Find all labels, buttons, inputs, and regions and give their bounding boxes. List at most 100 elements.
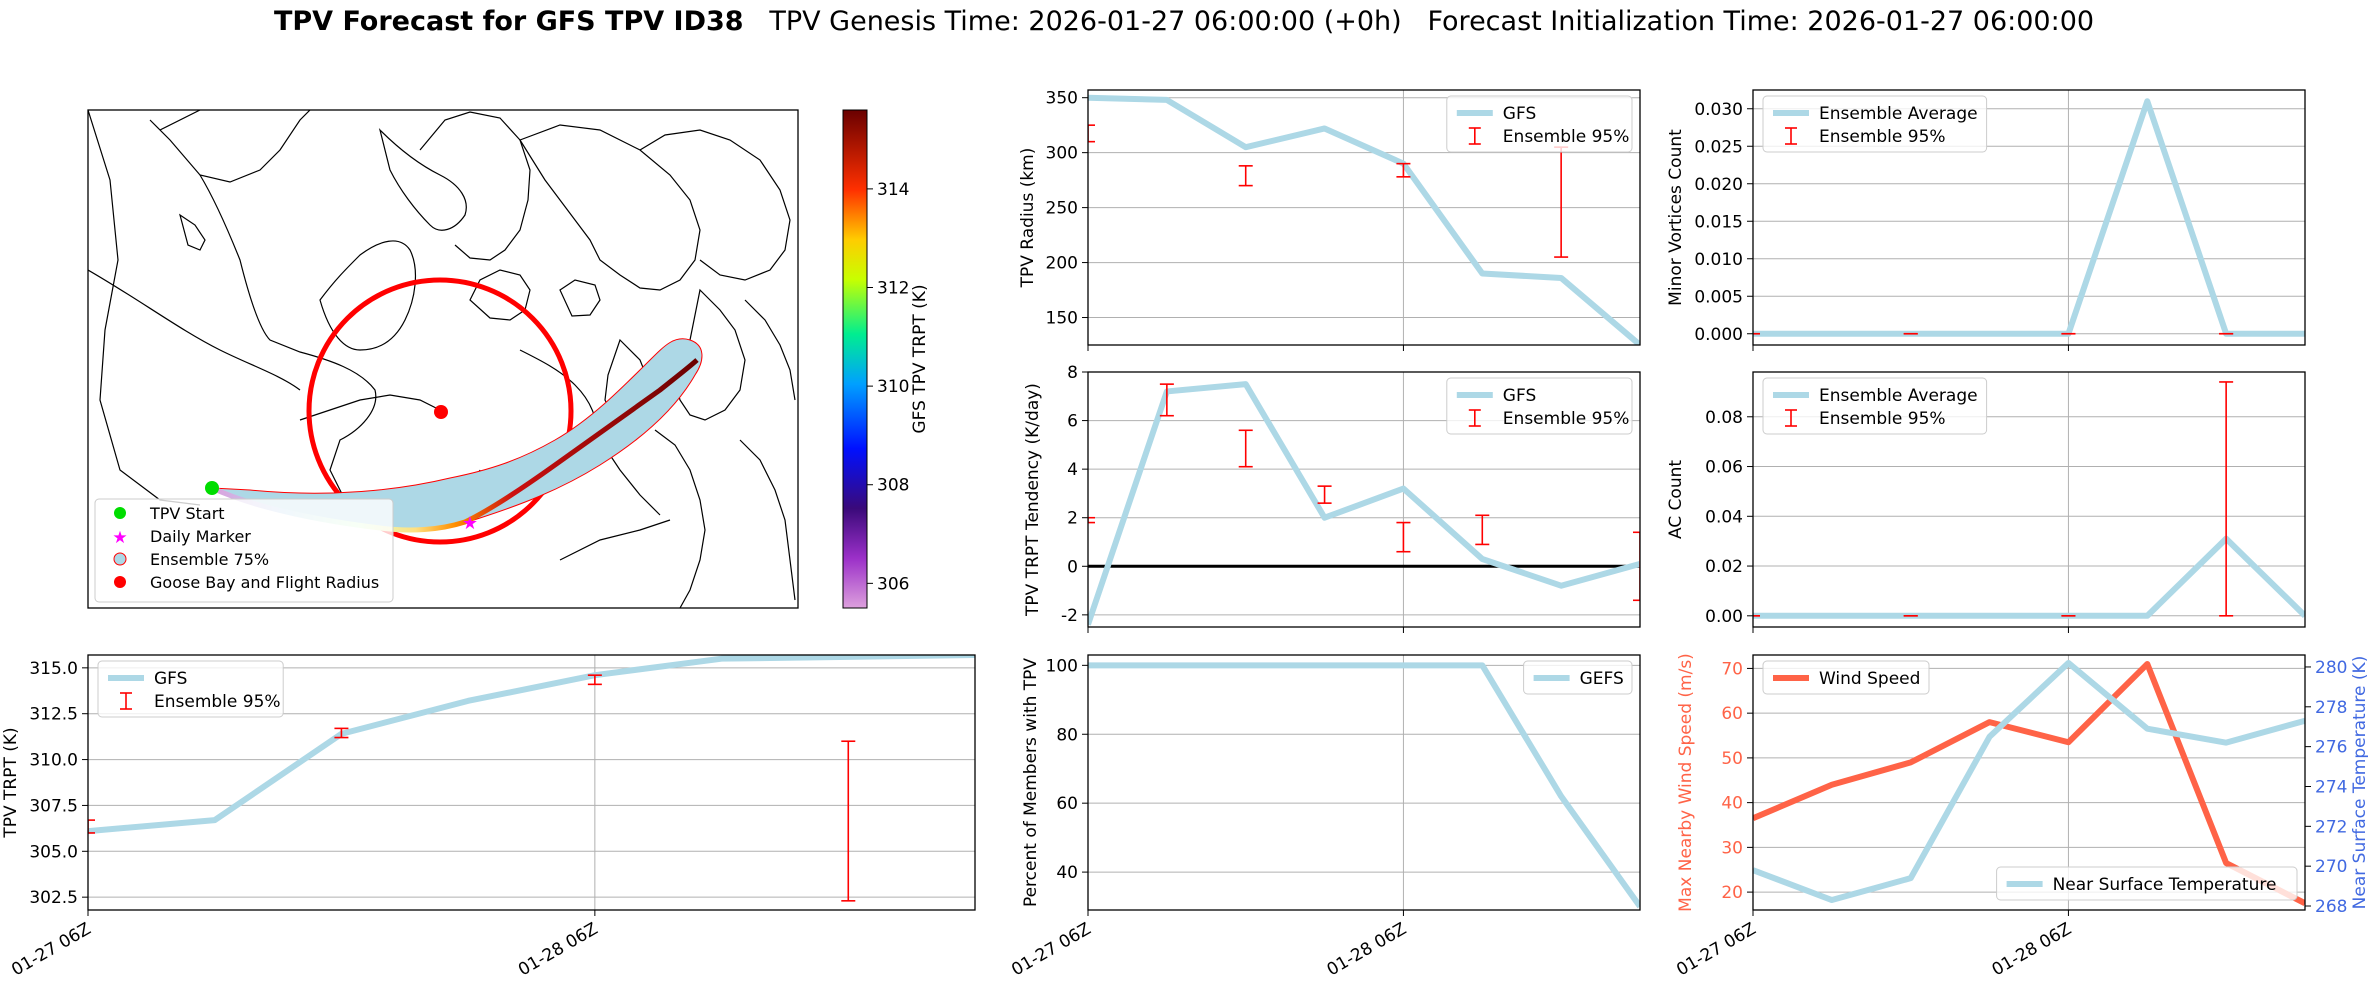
legend-daily-marker: Daily Marker (150, 527, 251, 546)
y-tick-label: 70 (1721, 659, 1743, 679)
y-tick-label: 50 (1721, 749, 1743, 769)
y-tick-label: 0.08 (1705, 408, 1743, 428)
colorbar: 306 308 310 312 314 GFS TPV TRPT (K) (842, 109, 930, 609)
y-tick-label: -2 (1061, 606, 1078, 626)
colorbar-tick-label: 314 (877, 180, 909, 200)
y-axis-label: Percent of Members with TPV (1021, 658, 1041, 907)
y-tick-label: 0.010 (1694, 250, 1743, 270)
plot-frame (1752, 654, 2306, 911)
legend-goose-icon (114, 576, 126, 588)
legend-daily-icon: ★ (112, 528, 127, 548)
y-tick-label: 0.030 (1694, 100, 1743, 120)
y-tick-label: 0.015 (1694, 212, 1743, 232)
y-tick-label: 0.025 (1694, 137, 1743, 157)
y-tick-label: 302.5 (29, 888, 78, 908)
x-tick-label: 01-28 06Z (1989, 919, 2075, 980)
plot-series-group (88, 655, 975, 902)
legend-label: Ensemble Average (1819, 104, 1978, 124)
coastlines (88, 110, 796, 608)
y-axis-label: AC Count (1666, 460, 1686, 539)
legend-label: GFS (1503, 386, 1536, 406)
legend-tpv-start: TPV Start (149, 504, 225, 523)
y-axis-label: Max Nearby Wind Speed (m/s) (1676, 653, 1696, 912)
chart-members-percent: 40 60 80 100 01-27 06Z 01-28 06Z Percent of Me… (1008, 654, 1641, 980)
series-line (1088, 662, 1640, 909)
y-tick-label: 312.5 (29, 705, 78, 725)
y2-tick-label: 268 (2315, 897, 2347, 917)
y-tick-label: 150 (1046, 309, 1078, 329)
y2-tick-label: 272 (2315, 817, 2347, 837)
colorbar-tick-label: 308 (877, 476, 909, 496)
x-tick-label: 01-27 06Z (1673, 919, 1759, 980)
chart-tpv-radius: 150 200 250 300 350 TPV Radius (km) GFS Ensembl… (1018, 89, 1641, 351)
x-tick-label: 01-27 06Z (8, 919, 94, 980)
y-tick-label: 350 (1046, 89, 1078, 109)
flight-radius-circle (306, 277, 574, 545)
plot-frame (1752, 89, 2306, 346)
legend-box (1523, 660, 1633, 695)
y-tick-label: 310.0 (29, 751, 78, 771)
y-tick-label: 0.005 (1694, 287, 1743, 307)
y2-tick-label: 270 (2315, 857, 2347, 877)
y-tick-label: 0.06 (1705, 458, 1743, 478)
map-legend: TPV Start ★ Daily Marker Ensemble 75% Go… (94, 498, 394, 603)
series-line (1088, 94, 1640, 345)
y-axis-label: TPV TRPT (K) (1, 727, 21, 838)
colorbar-label: GFS TPV TRPT (K) (910, 284, 930, 433)
y-tick-label: 40 (1056, 863, 1078, 883)
figure-title-init: Forecast Initialization Time: 2026-01-27… (1427, 6, 2095, 37)
legend-box (97, 660, 284, 718)
plot-frame (87, 654, 976, 911)
y-axis-label: TPV TRPT Tendency (K/day) (1023, 383, 1043, 617)
series-line (1088, 381, 1640, 626)
y-axis-label: TPV Radius (km) (1018, 148, 1038, 289)
colorbar-ticks: 306 308 310 312 314 (867, 180, 909, 594)
legend-label: Ensemble 95% (1503, 127, 1630, 147)
y-tick-label: 250 (1046, 199, 1078, 219)
x-tick-label: 01-28 06Z (515, 919, 601, 980)
series-line (1753, 535, 2305, 619)
plot-series-group (1088, 381, 1640, 626)
y-tick-label: 200 (1046, 254, 1078, 274)
y-tick-label: 20 (1721, 883, 1743, 903)
y-tick-label: 40 (1721, 794, 1743, 814)
y-tick-label: 4 (1067, 460, 1078, 480)
y2-tick-label: 280 (2315, 658, 2347, 678)
chart-wind-temperature: 20 30 40 50 60 70 01-27 06Z 01-28 06Z 268 270 272 2… (1673, 653, 2368, 980)
y-tick-label: 0.00 (1705, 607, 1743, 627)
y-tick-label: 30 (1721, 838, 1743, 858)
goose-bay-marker (434, 405, 448, 419)
y-tick-label: 0.020 (1694, 175, 1743, 195)
chart-trpt-tendency: -2 0 2 4 6 8 TPV TRPT Tendency (K/day) GFS Ensem… (1023, 363, 1641, 633)
y-axis-label: Minor Vortices Count (1666, 129, 1686, 306)
y-tick-label: 300 (1046, 144, 1078, 164)
plot-background (1088, 655, 1640, 910)
y-tick-label: 0 (1067, 557, 1078, 577)
legend-label: GEFS (1580, 669, 1624, 689)
y2-tick-label: 274 (2315, 777, 2347, 797)
series-line (88, 655, 975, 835)
y2-tick-label: 278 (2315, 698, 2347, 718)
legend-box (1446, 95, 1633, 153)
figure-title-main: TPV Forecast for GFS TPV ID38 (273, 6, 744, 37)
colorbar-tick-label: 312 (877, 279, 909, 299)
legend-label: Ensemble 95% (1503, 409, 1630, 429)
tpv-start-marker (205, 481, 219, 495)
wind-speed-line (1753, 660, 2305, 906)
daily-marker: ★ (462, 513, 478, 534)
legend-goose-bay: Goose Bay and Flight Radius (150, 573, 379, 592)
series-line (1753, 98, 2305, 337)
legend-label: GFS (1503, 104, 1536, 124)
colorbar-tick-label: 306 (877, 574, 909, 594)
legend-box (1446, 377, 1633, 435)
map-panel: ★ TPV Start ★ Daily Marker Ensemble 75% … (87, 109, 799, 609)
legend-ensemble-75: Ensemble 75% (150, 550, 269, 569)
y-tick-label: 315.0 (29, 659, 78, 679)
legend-ensemble-icon (113, 552, 127, 566)
plot-series-group (1753, 659, 2305, 906)
legend-label: GFS (154, 669, 187, 689)
x-tick-label: 01-27 06Z (1008, 919, 1094, 980)
y-tick-label: 2 (1067, 509, 1078, 529)
y-tick-label: 0.02 (1705, 557, 1743, 577)
y-tick-label: 80 (1056, 725, 1078, 745)
